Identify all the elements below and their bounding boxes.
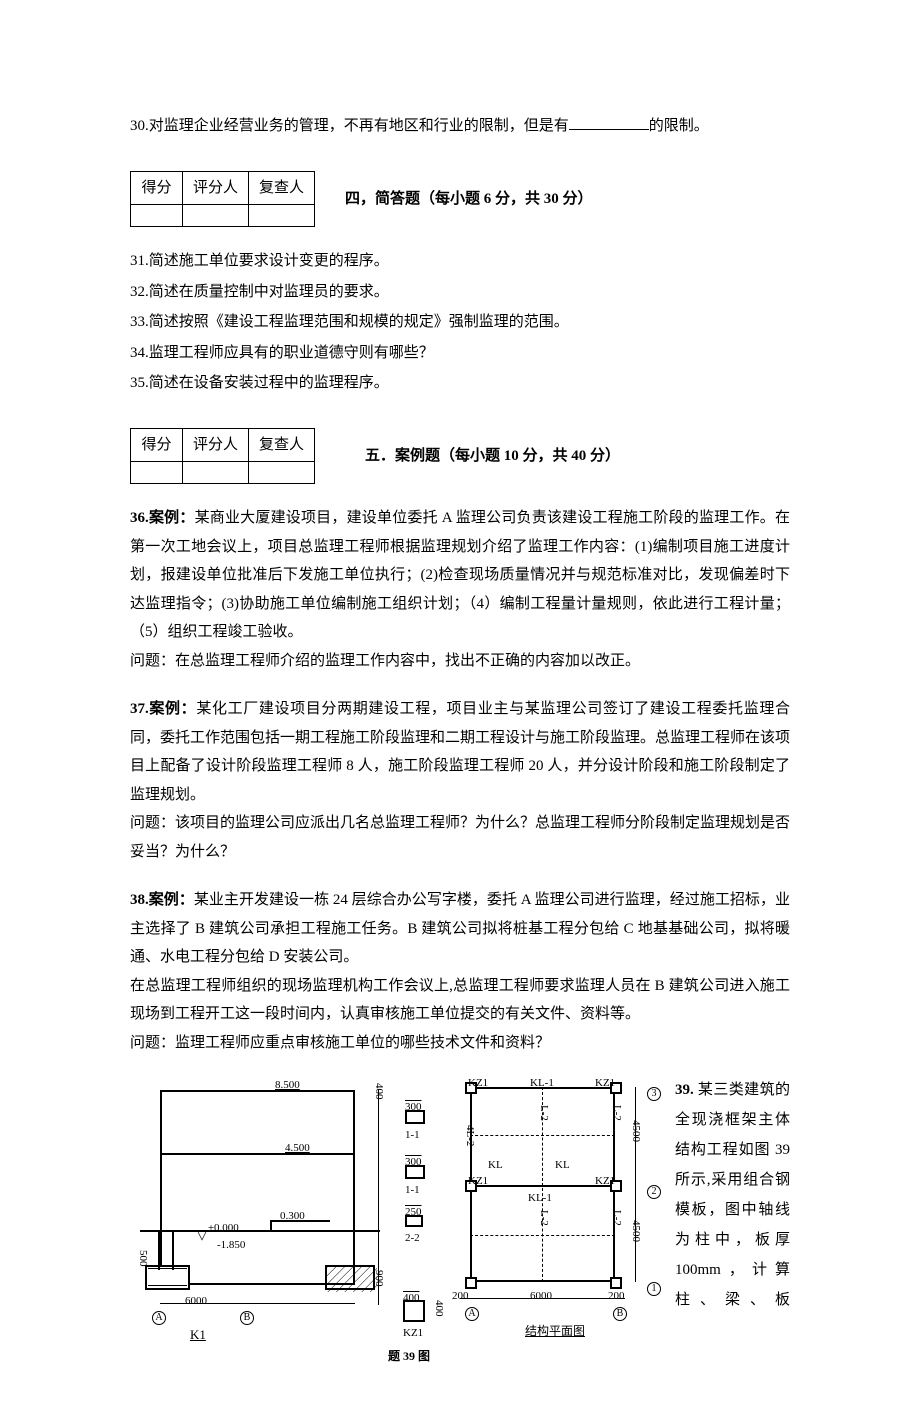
question-34: 34.监理工程师应具有的职业道德守则有哪些？ (130, 339, 790, 368)
question-31: 31.简述施工单位要求设计变更的程序。 (130, 247, 790, 276)
score-col-score: 得分 (131, 428, 183, 462)
case-36-body: 某商业大厦建设项目，建设单位委托 A 监理公司负责该建设工程施工阶段的监理工作。… (130, 510, 790, 640)
fig-l2-b: L-2 (606, 1105, 627, 1121)
section-4-header: 得分 评分人 复查人 四，简答题（每小题 6 分，共 30 分） (130, 171, 790, 228)
fig-sec-11a: 1-1 (405, 1125, 420, 1146)
case-39-label: 39. (675, 1082, 694, 1098)
score-table-5: 得分 评分人 复查人 (130, 428, 315, 485)
fig-kl-a: KL (488, 1155, 503, 1176)
figure-39: 8.500 4.500 ±0.000 0.300 -1.850 ▽ 6000 A… (130, 1075, 660, 1365)
case-38-body: 某业主开发建设一栋 24 层综合办公写字楼，委托 A 监理公司进行监理，经过施工… (130, 892, 790, 965)
fig-kz1-tr: KZ1 (595, 1073, 615, 1094)
q30-text-pre: 30.对监理企业经营业务的管理，不再有地区和行业的限制，但是有 (130, 118, 569, 134)
score-col-grader: 评分人 (183, 428, 249, 462)
fig-col-kz1: KZ1 (403, 1323, 423, 1344)
score-col-grader: 评分人 (183, 171, 249, 205)
score-col-score: 得分 (131, 171, 183, 205)
fig-kz1-tl: KZ1 (468, 1073, 488, 1094)
question-30: 30.对监理企业经营业务的管理，不再有地区和行业的限制，但是有 的限制。 (130, 112, 790, 141)
case-38-body2: 在总监理工程师组织的现场监理机构工作会议上,总监理工程师要求监理人员在 B 建筑… (130, 972, 790, 1029)
section-5-header: 得分 评分人 复查人 五．案例题（每小题 10 分，共 40 分） (130, 428, 790, 485)
q30-blank (569, 115, 649, 130)
fig-kz1-ml: KZ1 (468, 1171, 488, 1192)
fig-dim-6000r: 6000 (530, 1286, 552, 1307)
case-39: 8.500 4.500 ±0.000 0.300 -1.850 ▽ 6000 A… (130, 1075, 790, 1365)
fig-dim-4500a: 4500 (625, 1120, 646, 1142)
score-table-4: 得分 评分人 复查人 (130, 171, 315, 228)
case-39-body: 某三类建筑的全现浇框架主体结构工程如图 39 所示,采用组合钢模板，图中轴线为柱… (675, 1082, 790, 1308)
fig-caption: 题 39 图 (388, 1345, 430, 1368)
fig-elev-450: 4.500 (285, 1138, 310, 1159)
fig-sec-300b: 300 (405, 1152, 422, 1173)
fig-dim-6000-left: 6000 (185, 1291, 207, 1312)
fig-sec-11b: 1-1 (405, 1180, 420, 1201)
case-37-label: 37.案例： (130, 701, 196, 717)
fig-elev-185: -1.850 (217, 1235, 245, 1256)
case-36-label: 36.案例： (130, 510, 195, 526)
fig-4l2: 4L-2 (459, 1125, 480, 1146)
case-36-question: 问题：在总监理工程师介绍的监理工作内容中，找出不正确的内容加以改正。 (130, 647, 790, 676)
fig-col-400: 400 (403, 1288, 420, 1309)
fig-l2-d: L-2 (606, 1210, 627, 1226)
case-39-text: 39. 某三类建筑的全现浇框架主体结构工程如图 39 所示,采用组合钢模板，图中… (675, 1075, 790, 1315)
fig-kl1-t: KL-1 (530, 1073, 554, 1094)
q30-text-post: 的限制。 (649, 118, 709, 134)
case-37: 37.案例：某化工厂建设项目分两期建设工程，项目业主与某监理公司签订了建设工程委… (130, 695, 790, 866)
case-36: 36.案例：某商业大厦建设项目，建设单位委托 A 监理公司负责该建设工程施工阶段… (130, 504, 790, 675)
fig-plan-title: 结构平面图 (525, 1320, 585, 1343)
case-38: 38.案例：某业主开发建设一栋 24 层综合办公写字楼，委托 A 监理公司进行监… (130, 886, 790, 1057)
fig-k1-label: K1 (190, 1323, 206, 1348)
question-35: 35.简述在设备安装过程中的监理程序。 (130, 369, 790, 398)
fig-sec-250: 250 (405, 1202, 422, 1223)
fig-l2-c: L-2 (533, 1210, 554, 1226)
case-37-question: 问题：该项目的监理公司应派出几名总监理工程师？为什么？总监理工程师分阶段制定监理… (130, 809, 790, 866)
fig-elev-03: 0.300 (280, 1206, 305, 1227)
case-38-question: 问题：监理工程师应重点审核施工单位的哪些技术文件和资料？ (130, 1029, 790, 1058)
case-38-label: 38.案例： (130, 892, 194, 908)
fig-kl1-m: KL-1 (528, 1188, 552, 1209)
section-5-title: 五．案例题（每小题 10 分，共 40 分） (365, 442, 620, 471)
score-col-reviewer: 复查人 (249, 171, 315, 205)
fig-kz1-mr: KZ1 (595, 1171, 615, 1192)
fig-dim-4500b: 4500 (625, 1220, 646, 1242)
score-col-reviewer: 复查人 (249, 428, 315, 462)
question-32: 32.简述在质量控制中对监理员的要求。 (130, 278, 790, 307)
section-4-title: 四，简答题（每小题 6 分，共 30 分） (345, 185, 593, 214)
fig-kl-b: KL (555, 1155, 570, 1176)
fig-sec-300a: 300 (405, 1097, 422, 1118)
question-33: 33.简述按照《建设工程监理范围和规模的规定》强制监理的范围。 (130, 308, 790, 337)
fig-elev-850: 8.500 (275, 1075, 300, 1096)
fig-l2-a: L-2 (533, 1105, 554, 1121)
case-37-body: 某化工厂建设项目分两期建设工程，项目业主与某监理公司签订了建设工程委托监理合同，… (130, 701, 790, 803)
fig-sec-22: 2-2 (405, 1228, 420, 1249)
